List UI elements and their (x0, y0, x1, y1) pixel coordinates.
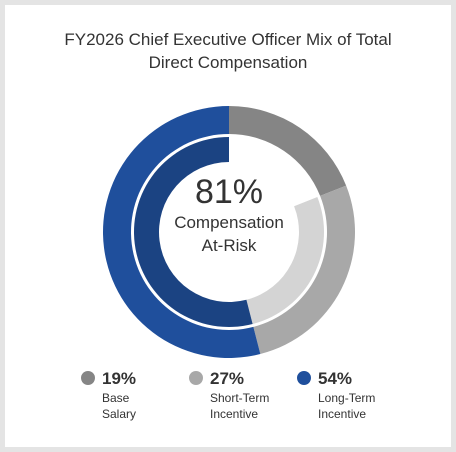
outer-segment (253, 185, 355, 355)
outer-segment (103, 106, 261, 358)
chart-title: FY2026 Chief Executive Officer Mix of To… (64, 30, 392, 72)
legend-swatch (189, 371, 203, 385)
text-line: Short-Term (210, 391, 269, 405)
legend-value: 27% (210, 369, 244, 388)
inner-segment (246, 197, 324, 325)
text-line: Base (102, 391, 130, 405)
legend-label: Base Salary (102, 391, 136, 421)
inner-segment (134, 137, 253, 327)
legend-label: Long-Term Incentive (318, 391, 375, 421)
text-line: At-Risk (202, 236, 257, 255)
center-text: Compensation At-Risk (174, 213, 284, 255)
legend-swatch (297, 371, 311, 385)
text-line: Long-Term (318, 391, 375, 405)
legend-value: 19% (102, 369, 136, 388)
panel (5, 5, 451, 447)
legend-swatch (81, 371, 95, 385)
text-line: Incentive (318, 407, 366, 421)
text-line: Compensation (174, 213, 284, 232)
center-value: 81% (195, 173, 263, 211)
outer-segment (229, 106, 347, 196)
legend-label: Short-Term Incentive (210, 391, 269, 421)
legend-value: 54% (318, 369, 352, 388)
text-line: Salary (102, 407, 136, 421)
text-line: Incentive (210, 407, 258, 421)
